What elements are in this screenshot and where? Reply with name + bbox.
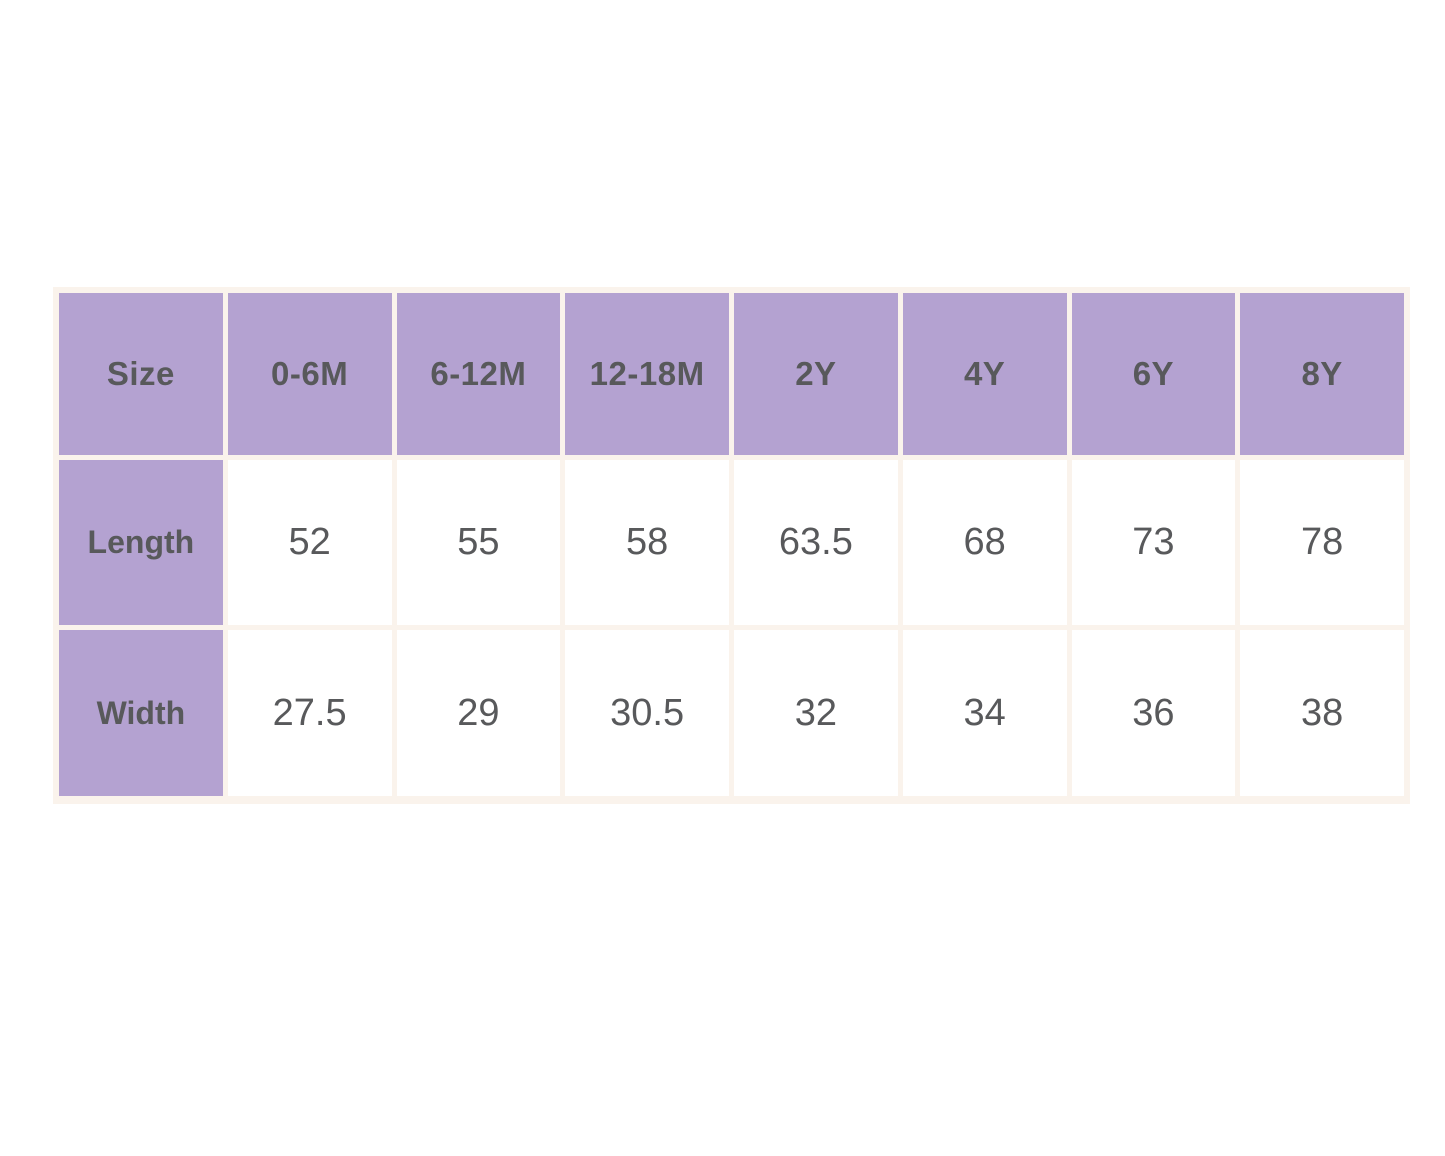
header-cell-4y: 4Y: [902, 293, 1067, 455]
width-value-cell: 29: [396, 630, 561, 796]
length-value-cell: 63.5: [734, 460, 898, 625]
width-value-cell: 34: [902, 630, 1067, 796]
header-cell-6y: 6Y: [1071, 293, 1236, 455]
row-label-width: Width: [59, 630, 223, 796]
length-value-cell: 52: [227, 460, 392, 625]
header-cell-size: Size: [59, 293, 223, 455]
header-cell-8y: 8Y: [1240, 293, 1404, 455]
length-value-cell: 73: [1071, 460, 1236, 625]
width-value-cell: 32: [734, 630, 898, 796]
header-cell-12-18m: 12-18M: [565, 293, 729, 455]
header-cell-0-6m: 0-6M: [227, 293, 392, 455]
width-value-cell: 30.5: [565, 630, 729, 796]
length-value-cell: 58: [565, 460, 729, 625]
length-value-cell: 55: [396, 460, 561, 625]
width-value-cell: 27.5: [227, 630, 392, 796]
length-value-cell: 78: [1240, 460, 1404, 625]
header-cell-6-12m: 6-12M: [396, 293, 561, 455]
width-value-cell: 36: [1071, 630, 1236, 796]
width-value-cell: 38: [1240, 630, 1404, 796]
length-value-cell: 68: [902, 460, 1067, 625]
header-cell-2y: 2Y: [734, 293, 898, 455]
row-label-length: Length: [59, 460, 223, 625]
size-chart-table: Size 0-6M 6-12M 12-18M 2Y 4Y 6Y 8Y Lengt…: [53, 287, 1410, 804]
